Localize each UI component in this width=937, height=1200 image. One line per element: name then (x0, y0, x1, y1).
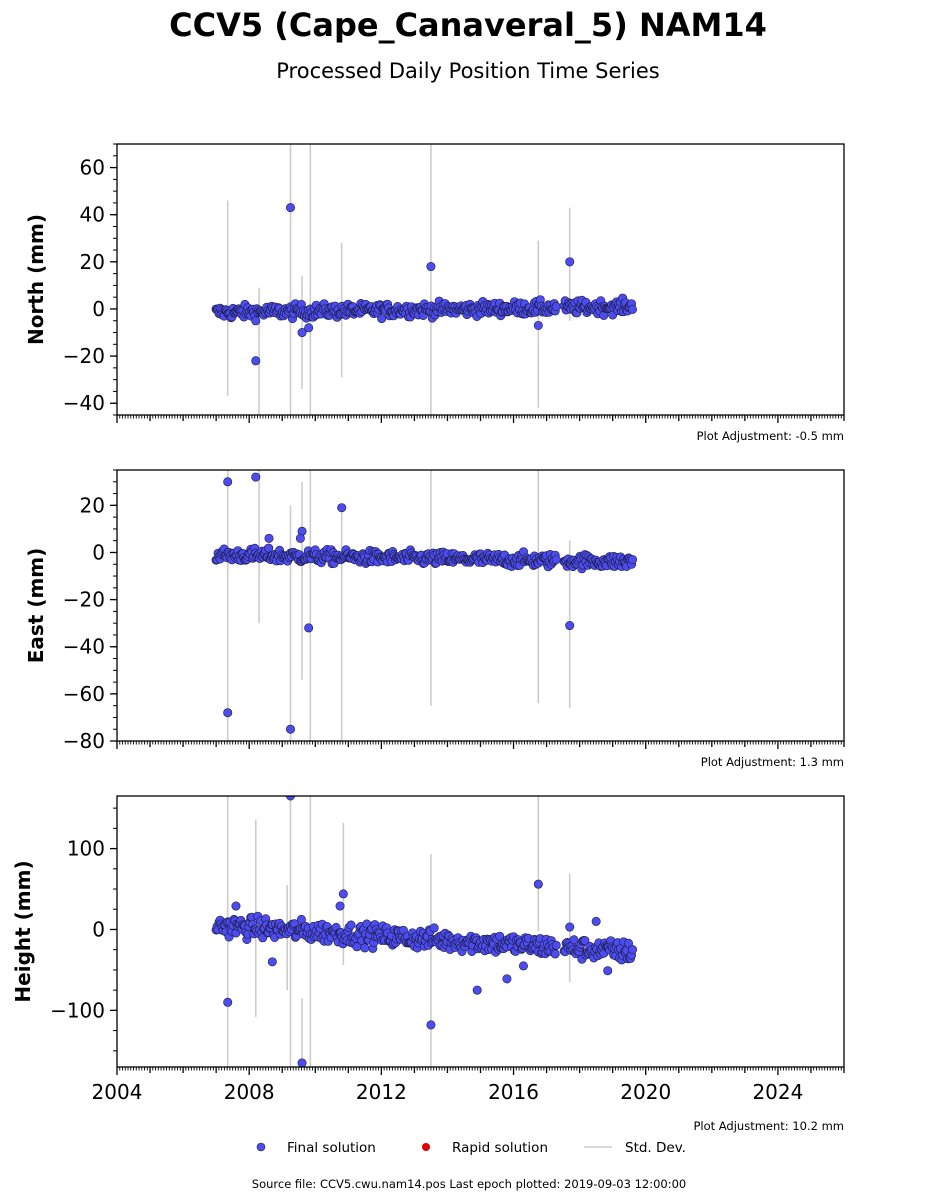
plot-area (211, 796, 637, 1067)
final-solution-outlier (565, 621, 575, 631)
final-solution-outlier (223, 997, 233, 1007)
y-tick-label: 0 (92, 917, 105, 941)
x-tick-label: 2004 (92, 1080, 143, 1104)
final-solution-outlier (533, 879, 543, 889)
x-tick-label: 2020 (620, 1080, 671, 1104)
final-solution-outlier (251, 356, 261, 366)
final-solution-point (495, 931, 505, 941)
final-solution-outlier (603, 966, 613, 976)
x-tick-label: 2008 (224, 1080, 275, 1104)
figure-title: CCV5 (Cape_Canaveral_5) NAM14 (169, 6, 767, 44)
final-solution-outlier (231, 901, 241, 911)
final-solution-point (264, 543, 274, 553)
final-solution-point (623, 938, 633, 948)
final-solution-outlier (565, 922, 575, 932)
final-solution-outlier (338, 889, 348, 899)
final-solution-outlier (426, 1020, 436, 1030)
final-solution-point (551, 302, 561, 312)
final-solution-outlier (285, 724, 295, 734)
y-axis-label: Height (mm) (11, 860, 35, 1002)
y-tick-label: −20 (63, 344, 105, 368)
final-solution-outlier (533, 320, 543, 330)
legend-rapid-marker (422, 1143, 430, 1151)
plot-adjustment-note: Plot Adjustment: 1.3 mm (701, 755, 844, 769)
source-footer: Source file: CCV5.cwu.nam14.pos Last epo… (252, 1177, 686, 1191)
plot-adjustment-note: Plot Adjustment: -0.5 mm (697, 429, 844, 443)
final-solution-point (627, 555, 637, 565)
final-solution-outlier (565, 257, 575, 267)
y-tick-label: −40 (63, 635, 105, 659)
panel-2: −80 −60 −40 −20 0 20 East (mm) Plot Adjustment:… (24, 469, 845, 769)
final-solution-point (551, 940, 561, 950)
final-solution-point (346, 920, 356, 930)
axes-frame (116, 469, 845, 742)
panel-1: −40 −20 0 20 40 60 North (mm) Plot Adjustment: … (24, 143, 845, 443)
final-solution-point (627, 945, 637, 955)
y-tick-label: −60 (63, 682, 105, 706)
y-tick-label: 20 (80, 250, 105, 274)
final-solution-outlier (223, 708, 233, 718)
final-solution-outlier (264, 533, 274, 543)
plot-adjustment-note: Plot Adjustment: 10.2 mm (693, 1119, 844, 1133)
final-solution-outlier (295, 533, 305, 543)
x-tick-label: 2024 (752, 1080, 803, 1104)
final-solution-point (550, 949, 560, 959)
final-solution-outlier (304, 323, 314, 333)
final-solution-outlier (304, 623, 314, 633)
y-tick-label: −40 (63, 391, 105, 415)
final-solution-outlier (223, 477, 233, 487)
x-tick-label: 2016 (488, 1080, 539, 1104)
y-tick-label: 40 (80, 203, 105, 227)
final-solution-outlier (426, 262, 436, 272)
legend-final-label: Final solution (287, 1140, 376, 1156)
final-solution-outlier (267, 957, 277, 967)
y-tick-label: −100 (50, 998, 105, 1022)
y-axis-label: East (mm) (24, 548, 48, 664)
panel-3: −100 0 100 Height (mm) Plot Adjustment: 10.2… (11, 795, 845, 1133)
final-solution-outlier (297, 1058, 307, 1067)
final-solution-point (296, 914, 306, 924)
final-solution-point (377, 314, 387, 324)
y-tick-label: −20 (63, 588, 105, 612)
final-solution-outlier (285, 796, 295, 801)
final-solution-point (360, 943, 370, 953)
y-axis-label: North (mm) (24, 214, 48, 345)
final-solution-outlier (502, 974, 512, 984)
plot-area (211, 470, 637, 741)
final-solution-outlier (297, 328, 307, 338)
final-solution-point (251, 316, 261, 326)
axes-frame (116, 143, 845, 416)
y-tick-label: 100 (67, 837, 105, 861)
final-solution-outlier (251, 472, 261, 482)
final-solution-outlier (518, 961, 528, 971)
final-solution-outlier (337, 503, 347, 513)
final-solution-outlier (472, 985, 482, 995)
legend-stddev-label: Std. Dev. (625, 1140, 686, 1156)
figure-subtitle: Processed Daily Position Time Series (276, 59, 660, 83)
y-tick-label: 0 (92, 297, 105, 321)
y-tick-label: 60 (80, 156, 105, 180)
y-tick-label: 0 (92, 540, 105, 564)
final-solution-outlier (591, 916, 601, 926)
panels: −40 −20 0 20 40 60 North (mm) Plot Adjustment: … (11, 143, 845, 1133)
final-solution-point (627, 304, 637, 314)
legend-final-marker (256, 1142, 266, 1152)
legend-rapid-label: Rapid solution (452, 1140, 548, 1156)
final-solution-outlier (285, 203, 295, 213)
final-solution-outlier (335, 901, 345, 911)
final-solution-point (569, 935, 579, 945)
y-tick-label: 20 (80, 493, 105, 517)
x-tick-label: 2012 (356, 1080, 407, 1104)
legend: Final solution Rapid solution Std. Dev. (256, 1140, 686, 1156)
y-tick-label: −80 (63, 729, 105, 753)
final-solution-point (429, 923, 439, 933)
plot-area (211, 144, 637, 415)
final-solution-point (551, 555, 561, 565)
final-solution-point (580, 936, 590, 946)
